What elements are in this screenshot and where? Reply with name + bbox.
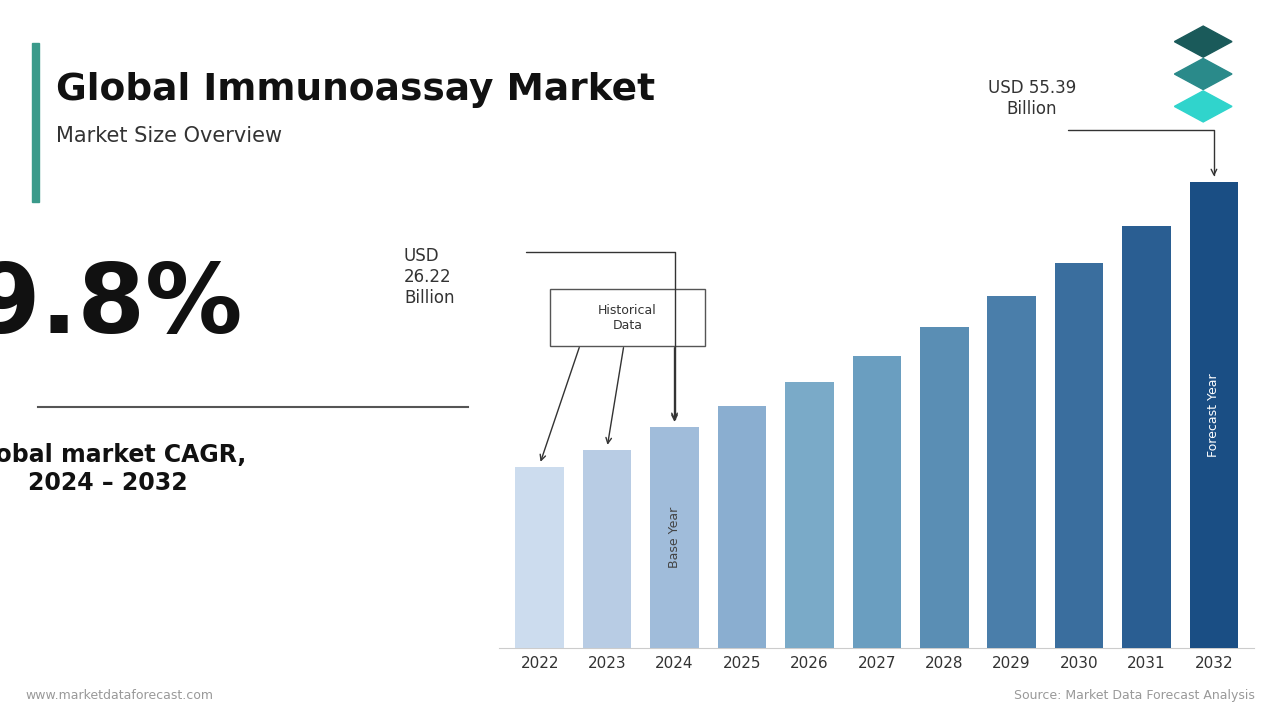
Text: www.marketdataforecast.com: www.marketdataforecast.com xyxy=(26,689,214,702)
Text: Base Year: Base Year xyxy=(668,507,681,568)
Text: Global market CAGR,
2024 – 2032: Global market CAGR, 2024 – 2032 xyxy=(0,443,247,495)
Bar xyxy=(718,405,767,648)
Text: Historical
Data: Historical Data xyxy=(598,304,657,332)
Text: Global Immunoassay Market: Global Immunoassay Market xyxy=(56,72,655,108)
Text: USD
26.22
Billion: USD 26.22 Billion xyxy=(404,248,454,307)
Bar xyxy=(1123,226,1171,648)
Text: Forecast Year: Forecast Year xyxy=(1207,373,1220,456)
FancyBboxPatch shape xyxy=(550,289,705,346)
Bar xyxy=(32,43,40,202)
Bar xyxy=(650,427,699,648)
Bar xyxy=(582,450,631,648)
Bar xyxy=(1055,264,1103,648)
Polygon shape xyxy=(1175,91,1231,122)
Bar xyxy=(987,296,1036,648)
Bar xyxy=(852,356,901,648)
Text: 9.8%: 9.8% xyxy=(0,259,242,353)
Text: USD 55.39
Billion: USD 55.39 Billion xyxy=(988,78,1076,117)
Polygon shape xyxy=(1175,26,1231,57)
Bar xyxy=(516,467,564,648)
Bar xyxy=(785,382,833,648)
Text: Market Size Overview: Market Size Overview xyxy=(56,126,283,146)
Text: Source: Market Data Forecast Analysis: Source: Market Data Forecast Analysis xyxy=(1014,689,1254,702)
Bar xyxy=(920,328,969,648)
Polygon shape xyxy=(1175,58,1231,89)
Bar xyxy=(1189,181,1238,648)
